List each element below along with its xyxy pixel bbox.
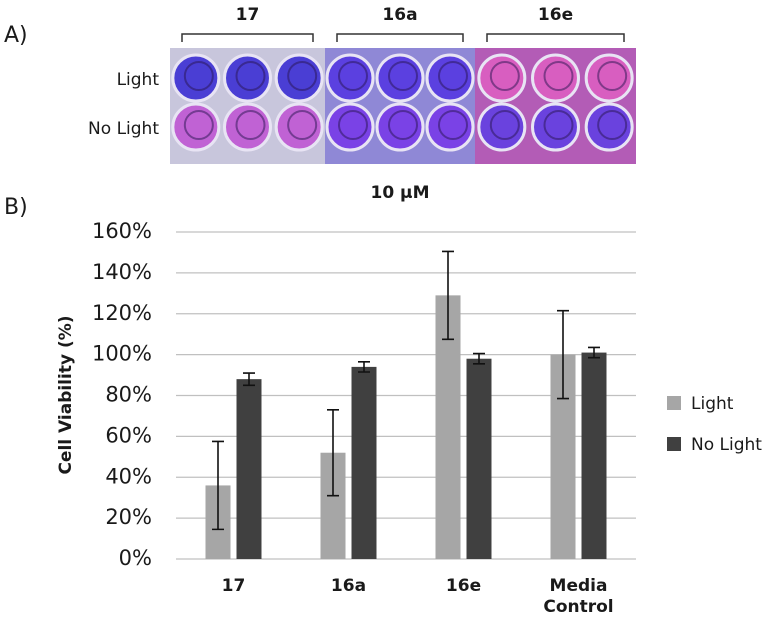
well-inner [438,110,468,140]
panel-label: A) [4,23,28,48]
well-inner [235,110,266,140]
bar [351,366,377,559]
bar [466,358,492,559]
y-tick-label: 100% [92,342,152,366]
y-axis-label: Cell Viability (%) [56,315,76,474]
y-tick-label: 120% [92,301,152,325]
x-tick-label: 16a [330,576,367,596]
legend-label: Light [691,394,734,414]
well [425,53,475,103]
x-tick-label: 16e [445,576,482,596]
well [531,102,580,152]
well [477,53,527,103]
well-inner [438,61,468,91]
well [477,102,527,152]
well [274,102,324,152]
well [223,53,272,103]
well-inner [388,61,418,91]
panel-label: B) [4,195,28,220]
error-bar [588,346,600,359]
error-bar [327,409,339,497]
y-tick-label: 60% [105,423,152,447]
y-tick-label: 0% [119,546,152,570]
well [223,102,272,152]
bar [236,379,262,559]
error-bar [243,372,255,387]
error-bar [557,309,569,400]
row-label: No Light [88,119,159,139]
x-tick-label: Media Control [543,576,614,617]
well-inner [543,110,574,140]
row-label: Light [117,70,160,90]
well-inner [338,61,368,91]
well-inner [543,61,574,91]
legend-label: No Light [691,435,762,455]
well [375,53,425,103]
legend-swatch [667,437,681,451]
bar [581,352,607,559]
well [171,102,221,152]
group-label: 16a [382,5,417,25]
group-label: 16e [538,5,573,25]
bracket [336,33,464,42]
well [425,102,475,152]
well [325,53,375,103]
well-inner [388,110,418,140]
well [325,102,375,152]
well [274,53,324,103]
well-inner [597,110,628,140]
y-tick-label: 20% [105,505,152,529]
y-tick-label: 80% [105,383,152,407]
y-tick-label: 160% [92,219,152,243]
error-bar [442,250,454,341]
well-inner [287,110,318,140]
well-inner [338,110,368,140]
error-bar [358,360,370,373]
error-bar [212,440,224,531]
well-inner [597,61,628,91]
well-inner [287,61,318,91]
y-tick-label: 40% [105,464,152,488]
y-tick-label: 140% [92,260,152,284]
well-inner [489,61,520,91]
bracket [486,33,625,42]
well [584,53,634,103]
well [375,102,425,152]
well-inner [235,61,266,91]
well [171,53,221,103]
well [584,102,634,152]
error-bar [473,352,485,365]
well-inner [183,110,214,140]
x-tick-label: 17 [221,576,246,596]
bracket [181,33,314,42]
group-label: 17 [236,5,260,25]
chart-title: 10 µM [370,183,429,203]
well-inner [489,110,520,140]
legend-swatch [667,396,681,410]
well-inner [183,61,214,91]
well [531,53,580,103]
